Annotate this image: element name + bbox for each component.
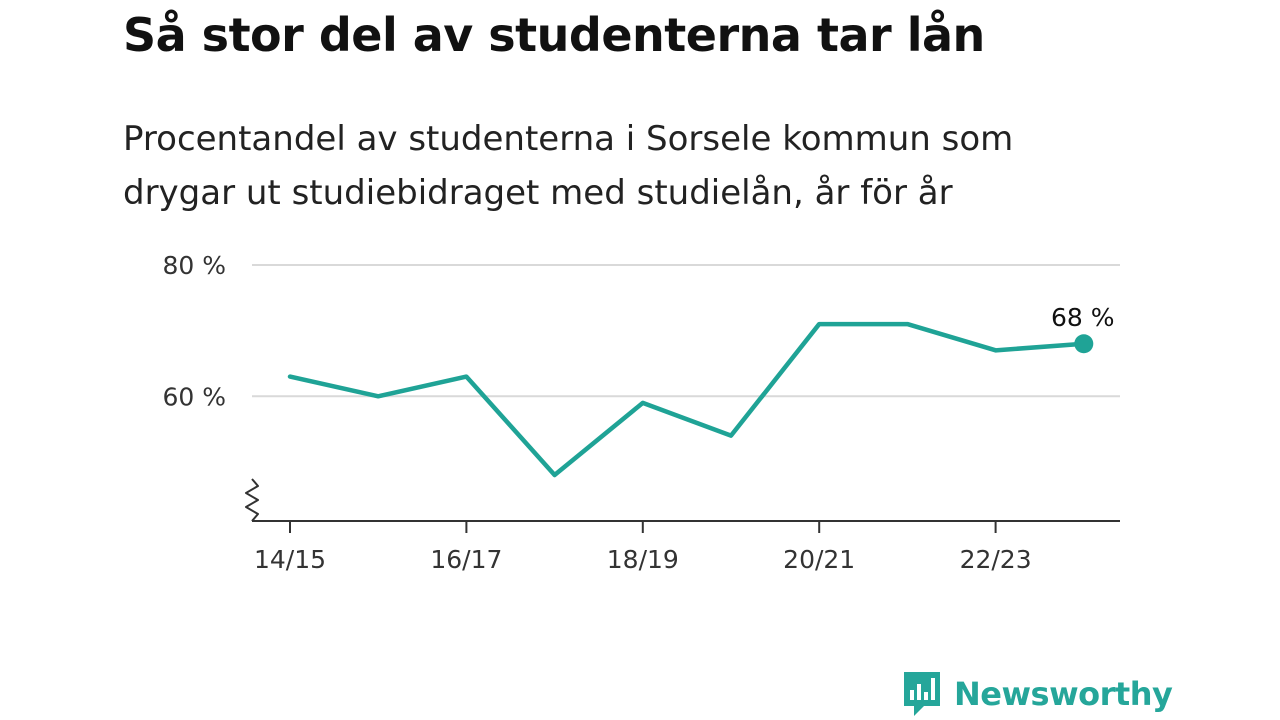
data-labels: 68 % <box>1051 303 1115 332</box>
x-axis <box>245 478 1120 522</box>
chart-title: Så stor del av studenterna tar lån <box>123 8 985 62</box>
x-tick-label: 16/17 <box>430 545 502 574</box>
gridlines <box>252 264 1120 398</box>
x-tick-label: 14/15 <box>254 545 326 574</box>
x-tick-label: 22/23 <box>960 545 1032 574</box>
newsworthy-logo: Newsworthy <box>902 670 1173 718</box>
series-line <box>287 321 1094 478</box>
x-tick-label: 18/19 <box>607 545 679 574</box>
axis-break-icon <box>245 478 259 522</box>
x-tick-label: 20/21 <box>783 545 855 574</box>
y-tick-label: 60 % <box>162 382 226 411</box>
y-tick-label: 80 % <box>162 251 226 280</box>
end-value-label: 68 % <box>1051 303 1115 332</box>
chart-subtitle: Procentandel av studenterna i Sorsele ko… <box>123 119 1014 213</box>
newsworthy-logo-icon <box>904 672 940 716</box>
y-axis-ticks: 60 % 80 % <box>162 251 226 411</box>
line-chart: 60 % 80 % 14/15 16/17 18/19 20/21 22/23 68 % <box>162 251 1120 574</box>
series-line-path <box>287 321 1087 478</box>
x-axis-ticks: 14/15 16/17 18/19 20/21 22/23 <box>254 521 1032 574</box>
brand-name: Newsworthy <box>954 675 1173 713</box>
end-point <box>1074 334 1094 354</box>
